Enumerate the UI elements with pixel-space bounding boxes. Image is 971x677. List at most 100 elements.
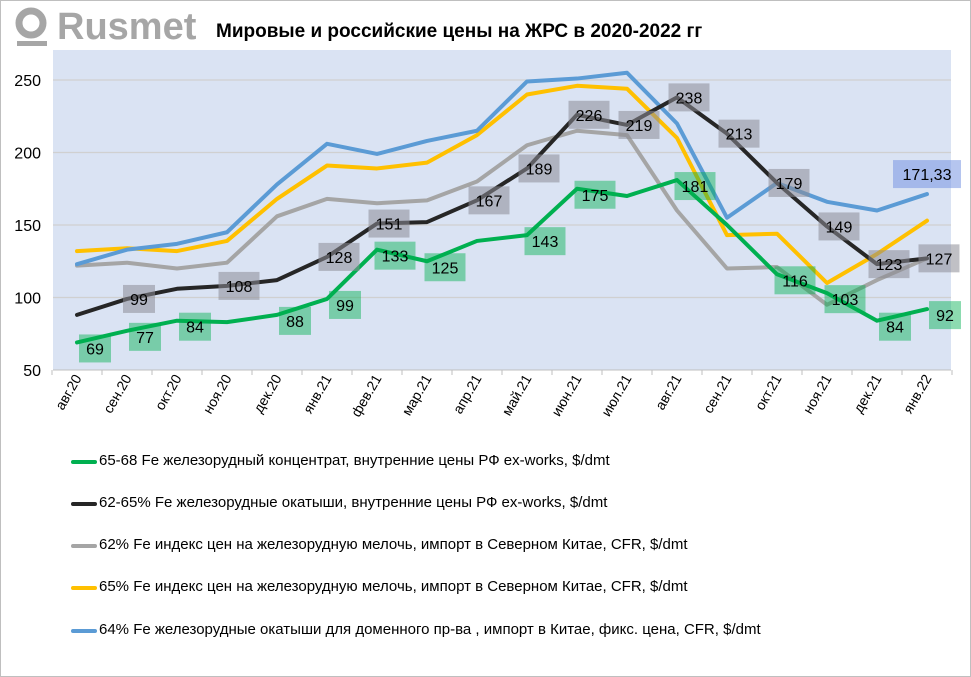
data-point [726,268,728,269]
x-tick-label: окт.21 [752,371,785,412]
data-label: 108 [226,279,253,296]
data-label: 143 [532,234,559,251]
data-label-box [879,312,911,341]
y-tick-label: 200 [14,146,41,163]
x-tick-label: дек.20 [250,371,285,415]
data-point [176,320,178,322]
x-tick-label: май.21 [498,371,534,418]
data-point [476,130,478,132]
data-label-box [929,301,961,330]
data-point [726,217,728,219]
data-label-box [574,180,616,209]
data-point [176,250,178,252]
data-point [76,250,78,252]
data-point [826,304,828,306]
x-tick-label: сен.21 [700,371,735,416]
data-point [926,308,928,310]
data-label-box [568,100,610,129]
chart-title: Мировые и российские цены на ЖРС в 2020-… [216,21,703,42]
data-label-box [368,209,410,238]
data-point [576,85,578,87]
data-label-box [518,154,560,183]
data-label: 116 [782,273,808,290]
data-point [276,198,278,200]
data-point [126,330,128,332]
data-label: 128 [326,250,353,267]
data-label: 88 [286,314,304,331]
legend-label: 65% Fe индекс цен на железорудную мелочь… [99,578,688,595]
data-point [526,94,528,95]
legend-item: 62-65% Fe железорудные окатыши, внутренн… [71,492,819,514]
data-label: 181 [682,179,709,196]
data-point [276,183,278,185]
data-point [576,130,578,132]
data-point [326,198,328,200]
legend-item: 65% Fe индекс цен на железорудную мелочь… [71,576,819,598]
data-label: 99 [336,298,354,315]
data-label-box [668,83,710,112]
data-point [226,321,228,323]
y-tick-label: 50 [23,363,41,380]
data-point [526,144,528,146]
data-point [126,249,128,251]
x-tick-label: июл.21 [598,371,635,419]
data-label-box [824,285,866,314]
data-point [726,224,728,226]
data-label: 69 [86,341,104,358]
data-point [526,80,528,82]
data-point [676,179,678,181]
x-tick-label: мар.21 [398,371,434,418]
x-tick-label: апр.21 [449,371,484,416]
rusmet-logo: Rusmet [15,6,197,48]
data-label: 175 [582,188,609,205]
data-point [926,220,928,222]
data-point [776,266,778,268]
data-point [626,72,628,74]
data-point [476,240,478,242]
data-point [376,249,378,251]
legend-label: 65-68 Fe железорудный концентрат, внутре… [99,452,610,469]
data-point [426,162,428,164]
data-label: 167 [476,193,503,210]
data-label: 125 [432,260,459,277]
data-label-box [374,241,416,270]
x-tick-label: янв.21 [300,371,335,416]
data-point [726,234,728,236]
data-label: 127 [926,251,953,268]
y-tick-label: 250 [14,73,41,90]
data-label-box [718,119,760,148]
x-tick-label: авг.21 [652,371,685,412]
x-tick-label: янв.22 [900,371,935,416]
data-point [576,188,578,190]
data-label-box [329,290,361,319]
data-point [326,298,328,300]
data-point [876,210,878,211]
x-tick-label: ноя.20 [199,371,234,416]
x-tick-label: дек.21 [850,371,885,415]
x-tick-label: авг.20 [52,371,85,412]
y-tick-label: 150 [14,218,41,235]
data-label-box [618,110,660,139]
legend-swatch [71,629,97,633]
data-point [326,165,328,167]
data-point [776,273,778,275]
data-label-box [818,212,860,241]
data-point [826,282,828,284]
line-chart: 50 100 150 200 250 авг.20 сен.20 окт.20 ноя.20 де… [14,50,961,420]
data-label: 133 [382,249,409,266]
data-point [176,243,178,245]
data-point [926,193,928,195]
data-point [76,263,78,265]
data-label-box [318,242,360,271]
data-point [226,231,228,233]
data-point [876,279,878,281]
data-point [426,221,428,223]
data-label: 226 [576,108,603,125]
data-point [576,78,578,80]
data-label: 92 [936,308,954,325]
data-label-box [468,186,510,215]
data-label-box [424,253,466,282]
data-label: 103 [832,292,859,309]
data-label: 151 [376,217,403,234]
